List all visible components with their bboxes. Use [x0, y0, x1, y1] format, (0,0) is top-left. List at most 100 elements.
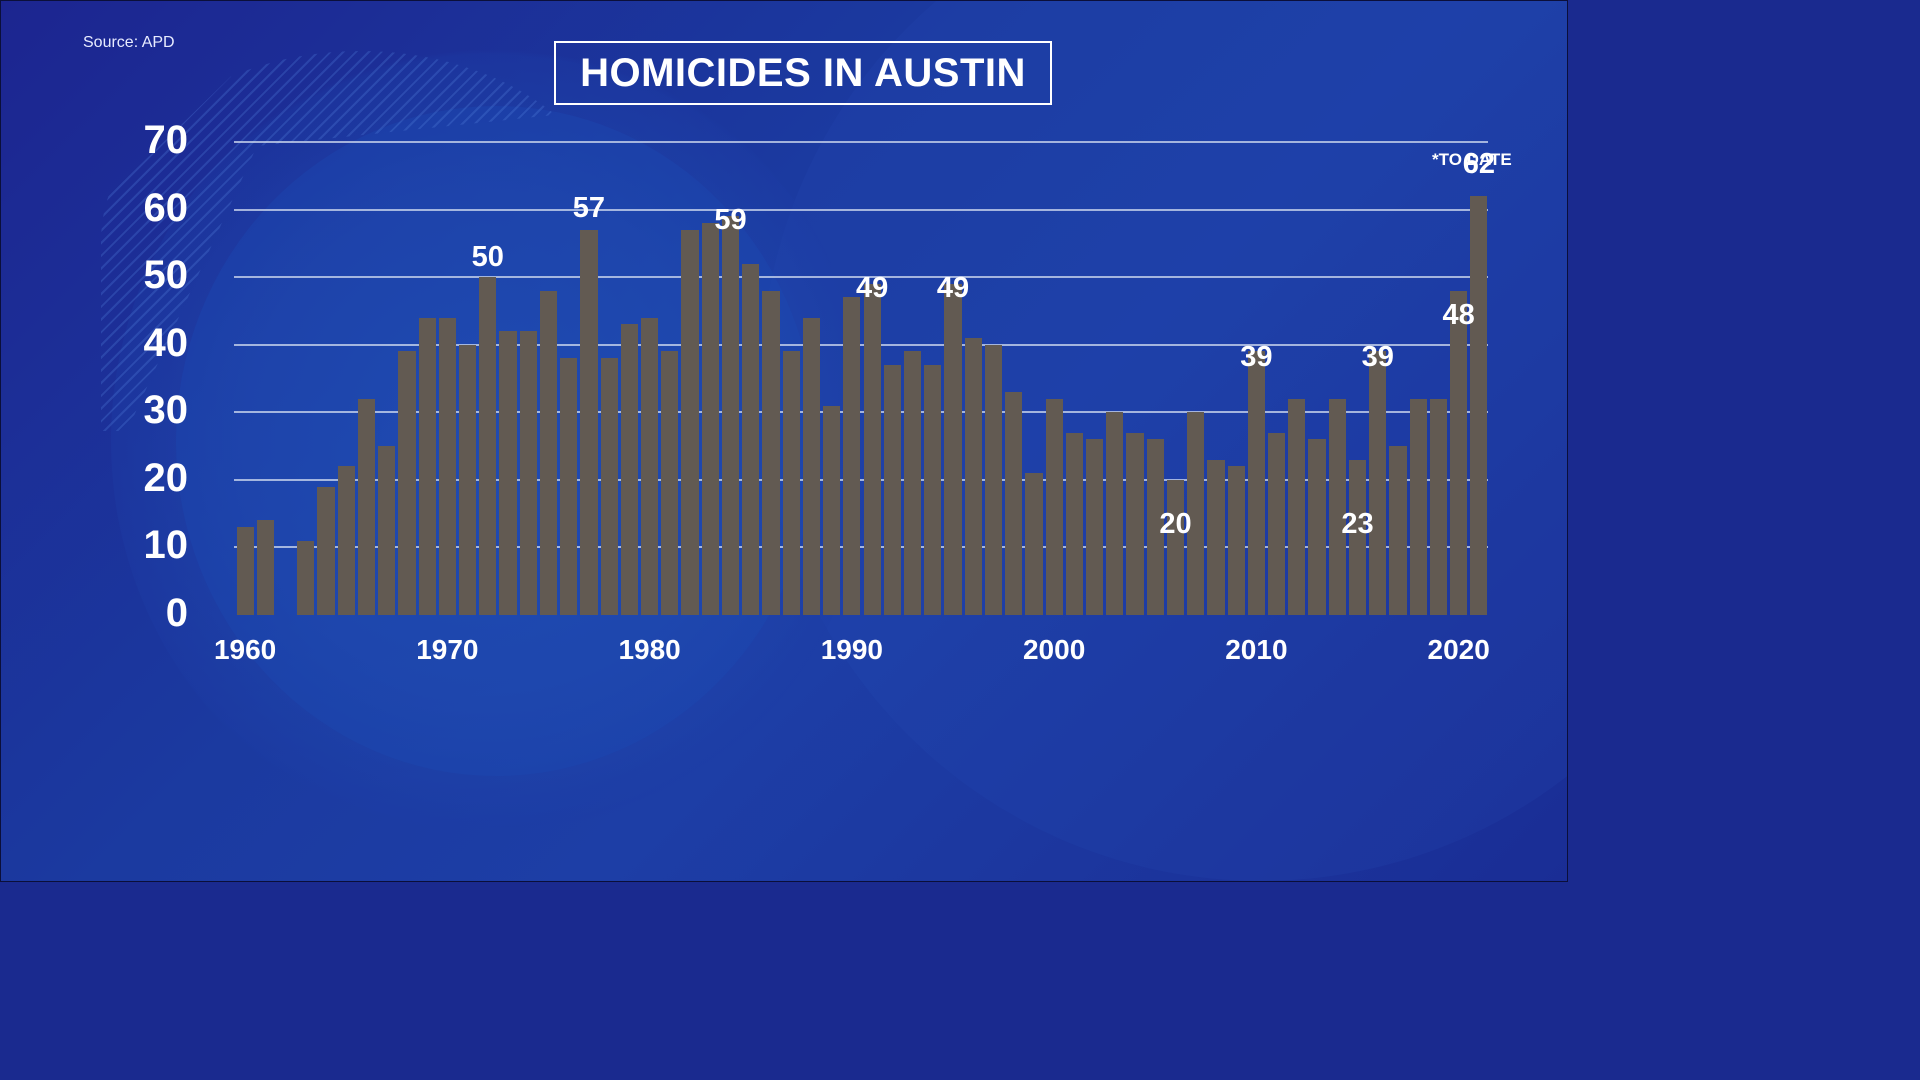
bar-1984: [721, 216, 740, 615]
y-tick-label: 20: [143, 455, 189, 500]
bar-1996: [964, 337, 982, 615]
bar-1995: [944, 283, 962, 615]
bar-1966: [357, 398, 376, 615]
bar-1976: [560, 358, 578, 615]
chart-title: HOMICIDES IN AUSTIN: [554, 41, 1052, 105]
chart-graphic: Source: APD HOMICIDES IN AUSTIN *TO DATE…: [0, 0, 1568, 882]
data-label-2021: 62: [1462, 148, 1495, 181]
bar-1981: [661, 351, 679, 615]
bar-1971: [459, 344, 477, 615]
data-label-2006: 20: [1159, 507, 1192, 540]
bar-2010: [1247, 351, 1265, 615]
chart-title-text: HOMICIDES IN AUSTIN: [580, 50, 1026, 95]
bar-2012: [1288, 398, 1306, 615]
data-label-1972: 50: [471, 241, 504, 274]
bar-1977: [580, 229, 598, 615]
bar-2017: [1389, 446, 1407, 615]
x-tick-label: 1990: [820, 634, 884, 665]
bar-1972: [479, 277, 497, 615]
bar-2016: [1369, 351, 1387, 615]
bar-1970: [438, 317, 456, 615]
bar-1982: [681, 229, 699, 615]
gridline: [234, 141, 1488, 143]
bar-2002: [1086, 439, 1104, 615]
bar-1973: [499, 331, 517, 615]
bar-1961: [256, 520, 274, 615]
plot-area: [234, 141, 1488, 615]
data-label-2015: 23: [1341, 507, 1374, 540]
gridline: [234, 276, 1488, 279]
bar-1997: [984, 344, 1003, 615]
bar-1994: [924, 365, 942, 615]
bar-1999: [1025, 473, 1043, 615]
bar-1991: [863, 283, 881, 615]
bar-1988: [802, 317, 821, 615]
data-label-1995: 49: [936, 271, 970, 304]
bar-2003: [1106, 412, 1124, 615]
data-label-2010: 39: [1240, 341, 1273, 374]
bar-2018: [1409, 398, 1427, 615]
bar-1990: [843, 297, 861, 615]
gridline: [234, 343, 1488, 346]
y-tick-label: 70: [143, 118, 189, 162]
bar-2001: [1065, 432, 1083, 615]
gridline: [234, 478, 1488, 481]
gridline: [234, 411, 1488, 414]
bar-1978: [600, 358, 618, 615]
bar-1985: [742, 263, 760, 615]
bar-2008: [1207, 459, 1225, 615]
y-tick-label: 60: [143, 185, 189, 230]
bar-2013: [1308, 439, 1326, 615]
bar-1989: [823, 405, 841, 615]
bar-2009: [1227, 466, 1245, 615]
to-date-note: *TO DATE: [1432, 150, 1512, 169]
y-tick-label: 30: [143, 388, 189, 433]
bar-2020: [1450, 290, 1468, 615]
bar-1960: [236, 527, 254, 615]
bar-2005: [1146, 439, 1164, 615]
bar-2004: [1126, 432, 1144, 615]
gridline: [234, 546, 1488, 549]
data-label-1984: 59: [714, 204, 747, 237]
bar-2019: [1429, 398, 1448, 615]
x-tick-label: 1960: [213, 634, 277, 665]
gridline: [234, 208, 1488, 211]
data-label-1991: 49: [855, 271, 889, 304]
bar-1969: [418, 317, 436, 615]
bar-2006: [1166, 479, 1185, 615]
bar-1974: [519, 331, 537, 615]
bar-2021: [1470, 196, 1488, 615]
bar-1986: [762, 290, 780, 615]
bar-1983: [701, 223, 719, 615]
bar-1967: [378, 446, 396, 615]
x-tick-label: 2000: [1022, 634, 1086, 665]
source-label: Source: APD: [83, 34, 175, 51]
data-label-2020: 48: [1442, 298, 1475, 331]
data-label-2016: 39: [1361, 341, 1394, 374]
y-tick-label: 50: [143, 253, 189, 298]
bar-1980: [641, 317, 659, 615]
y-tick-label: 10: [143, 523, 189, 568]
x-tick-label: 2020: [1427, 634, 1490, 665]
bar-1998: [1005, 392, 1023, 615]
bar-2011: [1268, 432, 1286, 615]
bar-2000: [1045, 398, 1063, 615]
bar-2007: [1187, 412, 1205, 615]
y-tick-label: 0: [165, 591, 188, 635]
x-tick-label: 1970: [416, 634, 479, 665]
bar-2015: [1348, 459, 1367, 615]
y-tick-label: 40: [143, 320, 189, 365]
x-tick-label: 1980: [618, 634, 681, 665]
bar-1963: [297, 540, 315, 615]
bar-1987: [782, 351, 800, 615]
bar-1992: [883, 365, 901, 615]
bar-2014: [1328, 398, 1346, 615]
data-label-1977: 57: [572, 191, 606, 224]
bar-1965: [337, 466, 355, 615]
bar-1979: [620, 324, 638, 615]
bar-1964: [317, 486, 335, 615]
x-tick-label: 2010: [1225, 634, 1288, 665]
bar-1968: [398, 351, 416, 615]
bar-1975: [539, 290, 558, 615]
bar-1993: [903, 351, 922, 615]
